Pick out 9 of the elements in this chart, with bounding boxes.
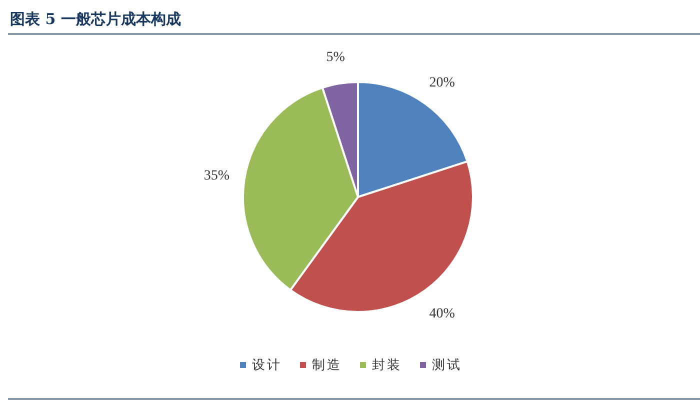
data-label: 5% bbox=[326, 50, 346, 65]
data-label: 20% bbox=[429, 75, 456, 90]
legend-label: 测试 bbox=[432, 358, 462, 373]
legend-label: 封装 bbox=[372, 358, 402, 373]
data-label: 40% bbox=[429, 306, 456, 322]
legend-label: 设计 bbox=[252, 358, 282, 373]
data-label: 35% bbox=[204, 168, 230, 184]
legend-label: 制造 bbox=[312, 358, 342, 373]
chart-title: 图表 5 一般芯片成本构成 bbox=[10, 10, 181, 28]
